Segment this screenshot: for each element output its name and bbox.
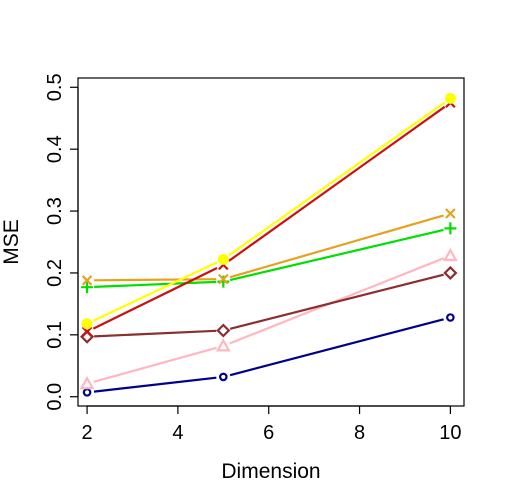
x-tick-label: 6: [263, 422, 274, 444]
data-point: [444, 222, 457, 235]
data-point: [444, 92, 456, 104]
series-1: [82, 313, 455, 397]
series-line-segment: [94, 278, 217, 282]
data-point: [82, 388, 92, 397]
data-point: [215, 338, 231, 352]
series-line-segment: [92, 261, 218, 322]
y-tick-label: 0.4: [44, 135, 66, 163]
data-point: [443, 247, 458, 262]
y-tick-label: 0.0: [44, 383, 66, 411]
plot-box: [77, 77, 465, 407]
series-line-segment: [93, 346, 217, 383]
x-tick-label: 4: [172, 422, 183, 444]
data-point: [443, 265, 458, 280]
data-point: [81, 281, 94, 294]
data-point: [445, 208, 456, 219]
series-line-segment: [229, 318, 444, 377]
series-line-segment: [229, 228, 444, 282]
x-tick-label: 8: [354, 422, 365, 444]
data-point: [219, 372, 228, 382]
y-tick-label: 0.2: [44, 259, 66, 287]
series-line-segment: [94, 280, 217, 288]
series-line-segment: [229, 273, 444, 330]
y-tick-label: 0.5: [44, 73, 66, 101]
series-line-segment: [92, 266, 218, 330]
series-line-segment: [229, 214, 444, 279]
data-point: [81, 275, 93, 286]
series-7: [81, 92, 456, 330]
series-line-segment: [94, 329, 217, 338]
data-point: [218, 273, 229, 285]
data-point: [79, 375, 95, 390]
data-point: [217, 253, 229, 265]
y-tick-label: 0.1: [44, 321, 66, 349]
series-layer: [79, 92, 458, 397]
data-point: [446, 313, 455, 322]
x-tick-label: 10: [439, 422, 461, 444]
series-5: [81, 208, 456, 286]
x-axis-title: Dimension: [221, 460, 320, 483]
y-axis: 0.0 0.1 0.2 0.3 0.4 0.5: [44, 73, 79, 411]
data-point: [216, 323, 231, 338]
x-axis: 2 4 6 8 10: [82, 405, 462, 444]
y-axis-title: MSE: [0, 219, 23, 265]
series-4: [81, 222, 457, 294]
data-point: [81, 318, 93, 330]
series-line-segment: [93, 376, 217, 393]
data-point: [81, 326, 93, 338]
x-tick-label: 2: [82, 422, 93, 444]
data-point: [217, 275, 230, 288]
series-line-segment: [228, 101, 446, 257]
y-tick-label: 0.3: [44, 197, 66, 225]
series-line-segment: [228, 105, 446, 262]
